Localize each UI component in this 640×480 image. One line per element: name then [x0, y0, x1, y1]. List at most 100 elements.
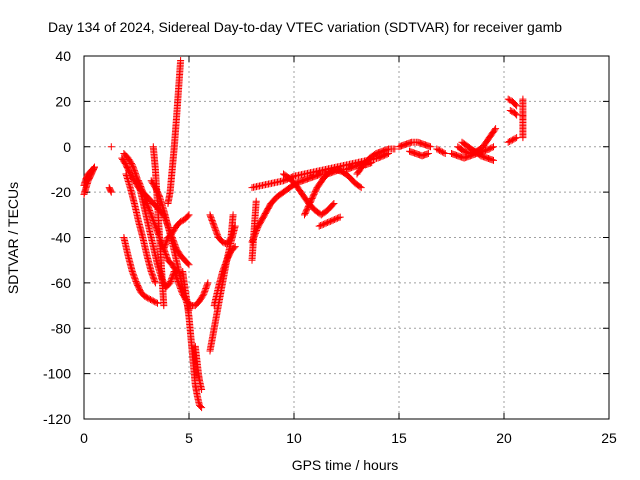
point-arc-j [169, 236, 177, 244]
point-arc-n [204, 279, 212, 287]
point-arc-g [130, 273, 138, 281]
point-arc-i [138, 185, 146, 193]
point-arc-r [219, 266, 227, 274]
point-arc-n [171, 270, 179, 278]
point-arc-v [357, 184, 365, 192]
point-arc-n [201, 286, 209, 294]
point-arc-ah [513, 111, 521, 119]
y-tick-label: -20 [51, 184, 71, 200]
point-arc-u [329, 201, 337, 209]
point-arc-n [172, 273, 180, 281]
point-arc-b [91, 163, 98, 171]
point-arc-q [226, 235, 234, 243]
point-arc-f [132, 171, 140, 179]
point-arc-j [171, 242, 179, 250]
point-arc-r [220, 265, 228, 273]
y-tick-label: 20 [55, 93, 71, 109]
plot-frame [83, 55, 610, 420]
point-arc-c [107, 187, 115, 195]
point-arc-r [230, 244, 238, 252]
point-arc-j [164, 222, 172, 230]
x-tick-label: 15 [391, 430, 407, 446]
point-arc-i [138, 187, 146, 195]
point-arc-g [154, 299, 161, 307]
y-axis-title: SDTVAR / TECUs [5, 182, 21, 294]
point-arc-af [513, 102, 521, 110]
data-points [80, 57, 527, 412]
point-arc-n [170, 268, 178, 276]
point-arc-q [211, 224, 219, 232]
point-arc-i [140, 192, 148, 200]
point-arc-i [136, 180, 144, 188]
point-arc-l [161, 242, 169, 250]
point-arc-q [210, 221, 218, 229]
point-arc-q [211, 225, 219, 233]
point-arc-f [131, 168, 139, 176]
grid [84, 56, 609, 419]
point-arc-i [145, 205, 153, 213]
y-tick-label: -80 [51, 320, 71, 336]
y-tick-label: -100 [43, 366, 71, 382]
point-arc-o [198, 386, 206, 394]
point-arc-b [89, 164, 97, 172]
point-arc-n [202, 285, 210, 293]
point-arc-n [173, 276, 181, 284]
point-arc-j [170, 239, 178, 247]
point-arc-ah [512, 110, 520, 118]
point-arc-i [142, 197, 150, 205]
point-arc-g [128, 268, 136, 276]
point-arc-i [147, 211, 155, 219]
point-arc-r [231, 243, 239, 251]
point-arc-ag [513, 134, 521, 142]
point-arc-n [176, 282, 184, 290]
point-arc-i [146, 207, 154, 215]
point-arc-i [142, 198, 150, 206]
point-arc-n [177, 286, 185, 294]
point-arc-r [221, 262, 229, 270]
point-arc-n [203, 282, 211, 290]
point-arc-q [207, 212, 215, 220]
point-arc-l [163, 236, 171, 244]
point-arc-n [201, 287, 209, 295]
point-arc-f [129, 162, 137, 170]
point-arc-f [128, 161, 136, 169]
x-tick-label: 0 [80, 430, 88, 446]
y-tick-label: -120 [43, 411, 71, 427]
point-arc-h [150, 275, 158, 283]
x-tick-label: 20 [496, 430, 512, 446]
point-arc-i [143, 199, 151, 207]
point-arc-q [208, 216, 216, 224]
point-arc-x [335, 214, 343, 222]
point-arc-ag [511, 134, 519, 142]
point-arc-ab [441, 150, 449, 158]
point-arc-n [200, 290, 208, 298]
point-arc-g [131, 276, 139, 284]
point-arc-l [161, 241, 169, 249]
point-arc-f [167, 276, 175, 284]
point-arc-n [200, 289, 208, 297]
point-arc-h [148, 270, 156, 278]
point-arc-w [252, 197, 260, 205]
point-arc-i [144, 201, 152, 209]
point-arc-i [137, 184, 145, 192]
point-arc-v [356, 183, 364, 191]
chart-title: Day 134 of 2024, Sidereal Day-to-day VTE… [48, 19, 562, 35]
point-arc-h [147, 268, 155, 276]
point-arc-r [221, 260, 229, 268]
point-arc-ac [490, 143, 497, 151]
point-arc-i [146, 208, 154, 216]
point-arc-n [202, 283, 210, 291]
point-arc-n [177, 285, 185, 293]
point-arc-h [151, 279, 159, 287]
point-arc-i [147, 209, 155, 217]
point-arc-h [149, 272, 157, 280]
point-arc-q [212, 228, 220, 236]
point-arc-g [129, 270, 137, 278]
point-arc-ae [490, 156, 497, 164]
point-arc-f [130, 165, 138, 173]
point-arc-i [137, 182, 145, 190]
point-arc-q [208, 215, 216, 223]
point-arc-h [149, 273, 157, 281]
point-arc-i [140, 191, 148, 199]
point-arc-i [163, 253, 171, 261]
